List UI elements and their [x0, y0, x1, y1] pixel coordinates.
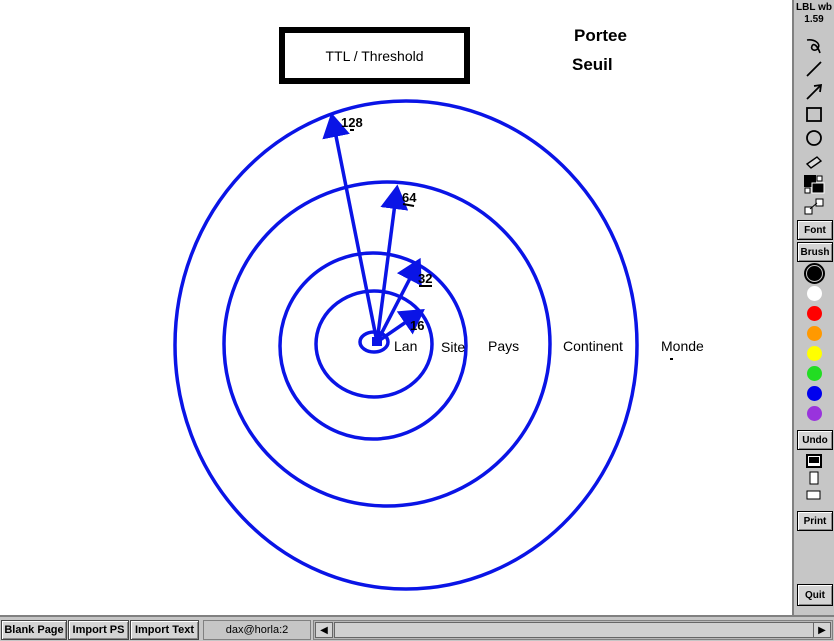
session-status: dax@horla:2: [203, 620, 311, 640]
page-view-icon[interactable]: [806, 454, 822, 468]
scroll-thumb[interactable]: [334, 622, 814, 638]
line-icon[interactable]: [802, 59, 826, 79]
color-swatch-black[interactable]: [804, 263, 825, 284]
arrow-64: [375, 184, 409, 343]
color-fill-icon[interactable]: [802, 174, 826, 194]
scope-label-pays: Pays: [488, 338, 520, 354]
color-swatch-purple[interactable]: [807, 406, 822, 421]
arrow-128: [322, 112, 379, 343]
import-text-button[interactable]: Import Text: [130, 620, 199, 640]
portrait-view-icon[interactable]: [806, 471, 822, 485]
arrow-16: [376, 309, 425, 344]
lasso-icon[interactable]: [802, 36, 826, 56]
import-ps-button[interactable]: Import PS: [68, 620, 129, 640]
scope-label-lan: Lan: [394, 338, 418, 354]
scope-label-monde: Monde: [661, 338, 704, 354]
color-swatch-white[interactable]: [807, 286, 822, 301]
scroll-left-icon[interactable]: ◀: [315, 622, 333, 638]
heading-seuil: Seuil: [572, 55, 613, 74]
circle-icon[interactable]: [802, 128, 826, 148]
continent-ring: [222, 180, 552, 508]
arrow-icon[interactable]: [802, 82, 826, 102]
color-swatch-red[interactable]: [807, 306, 822, 321]
resize-icon[interactable]: [802, 197, 826, 217]
quit-button[interactable]: Quit: [797, 584, 833, 606]
ttl-label-16: 16: [410, 318, 425, 333]
print-button[interactable]: Print: [797, 511, 833, 531]
ttl-label-64: 64: [402, 190, 417, 205]
landscape-view-icon[interactable]: [806, 488, 822, 502]
scope-label-continent: Continent: [563, 338, 623, 354]
bottom-bar: Blank Page Import PS Import Text dax@hor…: [0, 615, 834, 641]
scroll-right-icon[interactable]: ▶: [813, 622, 831, 638]
ttl-threshold-box: TTL / Threshold: [279, 27, 470, 84]
whiteboard-canvas[interactable]: TTL / Threshold Portee Seuil 128 64 32 1…: [0, 0, 792, 615]
pays-ring: [278, 251, 468, 441]
font-button[interactable]: Font: [797, 220, 833, 240]
arrow-32: [375, 257, 422, 343]
ttl-label-32: 32: [418, 271, 433, 286]
rectangle-icon[interactable]: [802, 105, 826, 125]
eraser-icon[interactable]: [802, 151, 826, 171]
ttl-label-128: 128: [341, 115, 363, 130]
app-title: LBL wb 1.59: [796, 2, 832, 25]
ttl-threshold-title: TTL / Threshold: [325, 47, 424, 64]
color-swatch-blue[interactable]: [807, 386, 822, 401]
color-swatch-green[interactable]: [807, 366, 822, 381]
brush-button[interactable]: Brush: [797, 242, 833, 262]
color-swatch-orange[interactable]: [807, 326, 822, 341]
undo-button[interactable]: Undo: [797, 430, 833, 450]
site-ring: [314, 289, 434, 399]
horizontal-scrollbar[interactable]: ◀ ▶: [313, 620, 833, 640]
color-swatch-yellow[interactable]: [807, 346, 822, 361]
monde-ring: [173, 99, 639, 591]
blank-page-button[interactable]: Blank Page: [1, 620, 67, 640]
tool-palette: LBL wb 1.59 Font Brush Undo Print: [792, 0, 834, 615]
diagram-drawing: [173, 99, 673, 591]
scope-label-site: Site: [441, 339, 466, 355]
heading-portee: Portee: [574, 26, 627, 45]
